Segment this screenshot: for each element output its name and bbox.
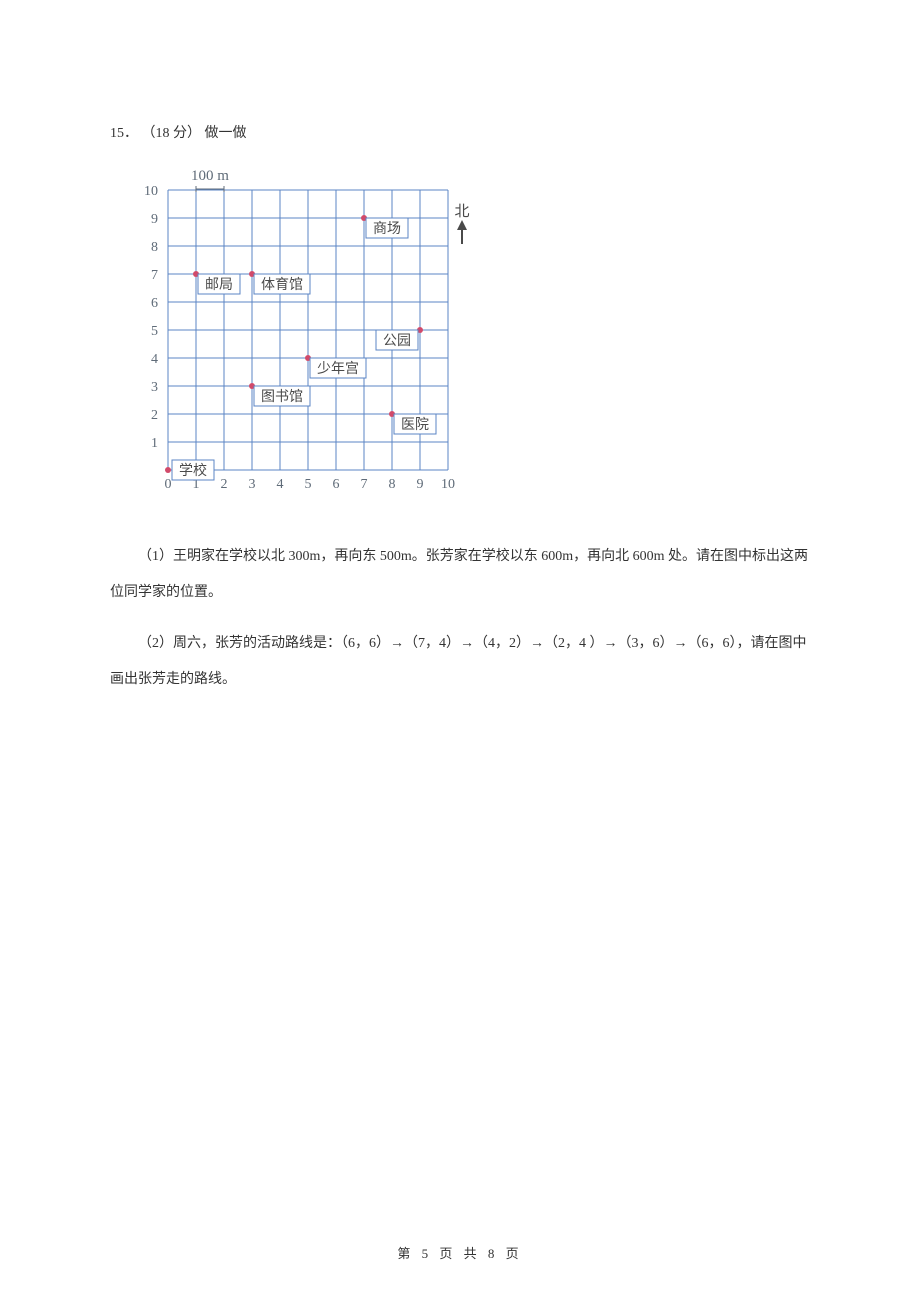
question-number: 15． [110, 126, 138, 141]
svg-text:4: 4 [151, 352, 158, 367]
page-footer: 第 5 页 共 8 页 [0, 1243, 920, 1262]
svg-text:1: 1 [151, 436, 158, 451]
label-text-mall: 商场 [373, 221, 401, 237]
label-text-school: 学校 [179, 462, 207, 479]
question-title: 15． （18 分） 做一做 [110, 122, 810, 142]
question-para-1: （1）王明家在学校以北 300m，再向东 500m。张芳家在学校以东 600m，… [110, 539, 810, 612]
svg-text:4: 4 [277, 477, 284, 492]
svg-text:6: 6 [151, 296, 158, 311]
coordinate-grid-figure: 01234567891012345678910100 m北学校邮局体育馆图书馆少… [120, 170, 810, 505]
label-text-gym: 体育馆 [261, 277, 303, 293]
svg-text:9: 9 [417, 477, 424, 492]
grid-svg: 01234567891012345678910100 m北学校邮局体育馆图书馆少… [120, 170, 480, 500]
svg-text:8: 8 [151, 240, 158, 255]
label-text-post: 邮局 [205, 277, 233, 293]
question-points: （18 分） [142, 126, 202, 141]
svg-text:北: 北 [454, 203, 469, 220]
svg-text:3: 3 [151, 380, 158, 395]
svg-text:5: 5 [151, 324, 158, 339]
point-school [165, 467, 171, 473]
svg-text:2: 2 [221, 477, 228, 492]
page: 15． （18 分） 做一做 0123456789101234567891010… [0, 0, 920, 1302]
question-para-2: （2）周六，张芳的活动路线是：（6，6）→（7，4）→（4，2）→（2，4 ）→… [110, 626, 810, 699]
question-title-text: 做一做 [205, 126, 247, 141]
svg-text:100 m: 100 m [191, 170, 229, 184]
svg-text:2: 2 [151, 408, 158, 423]
svg-text:10: 10 [441, 477, 455, 492]
label-text-library: 图书馆 [261, 389, 303, 405]
svg-text:7: 7 [151, 268, 158, 283]
label-text-youth: 少年宫 [317, 361, 359, 377]
svg-text:5: 5 [305, 477, 312, 492]
label-text-park: 公园 [383, 334, 411, 349]
svg-text:10: 10 [144, 184, 158, 199]
svg-text:9: 9 [151, 212, 158, 227]
svg-text:6: 6 [333, 477, 340, 492]
label-text-hospital: 医院 [401, 417, 429, 433]
svg-text:8: 8 [389, 477, 396, 492]
svg-text:3: 3 [249, 477, 256, 492]
svg-text:7: 7 [361, 477, 368, 492]
svg-text:0: 0 [165, 477, 172, 492]
